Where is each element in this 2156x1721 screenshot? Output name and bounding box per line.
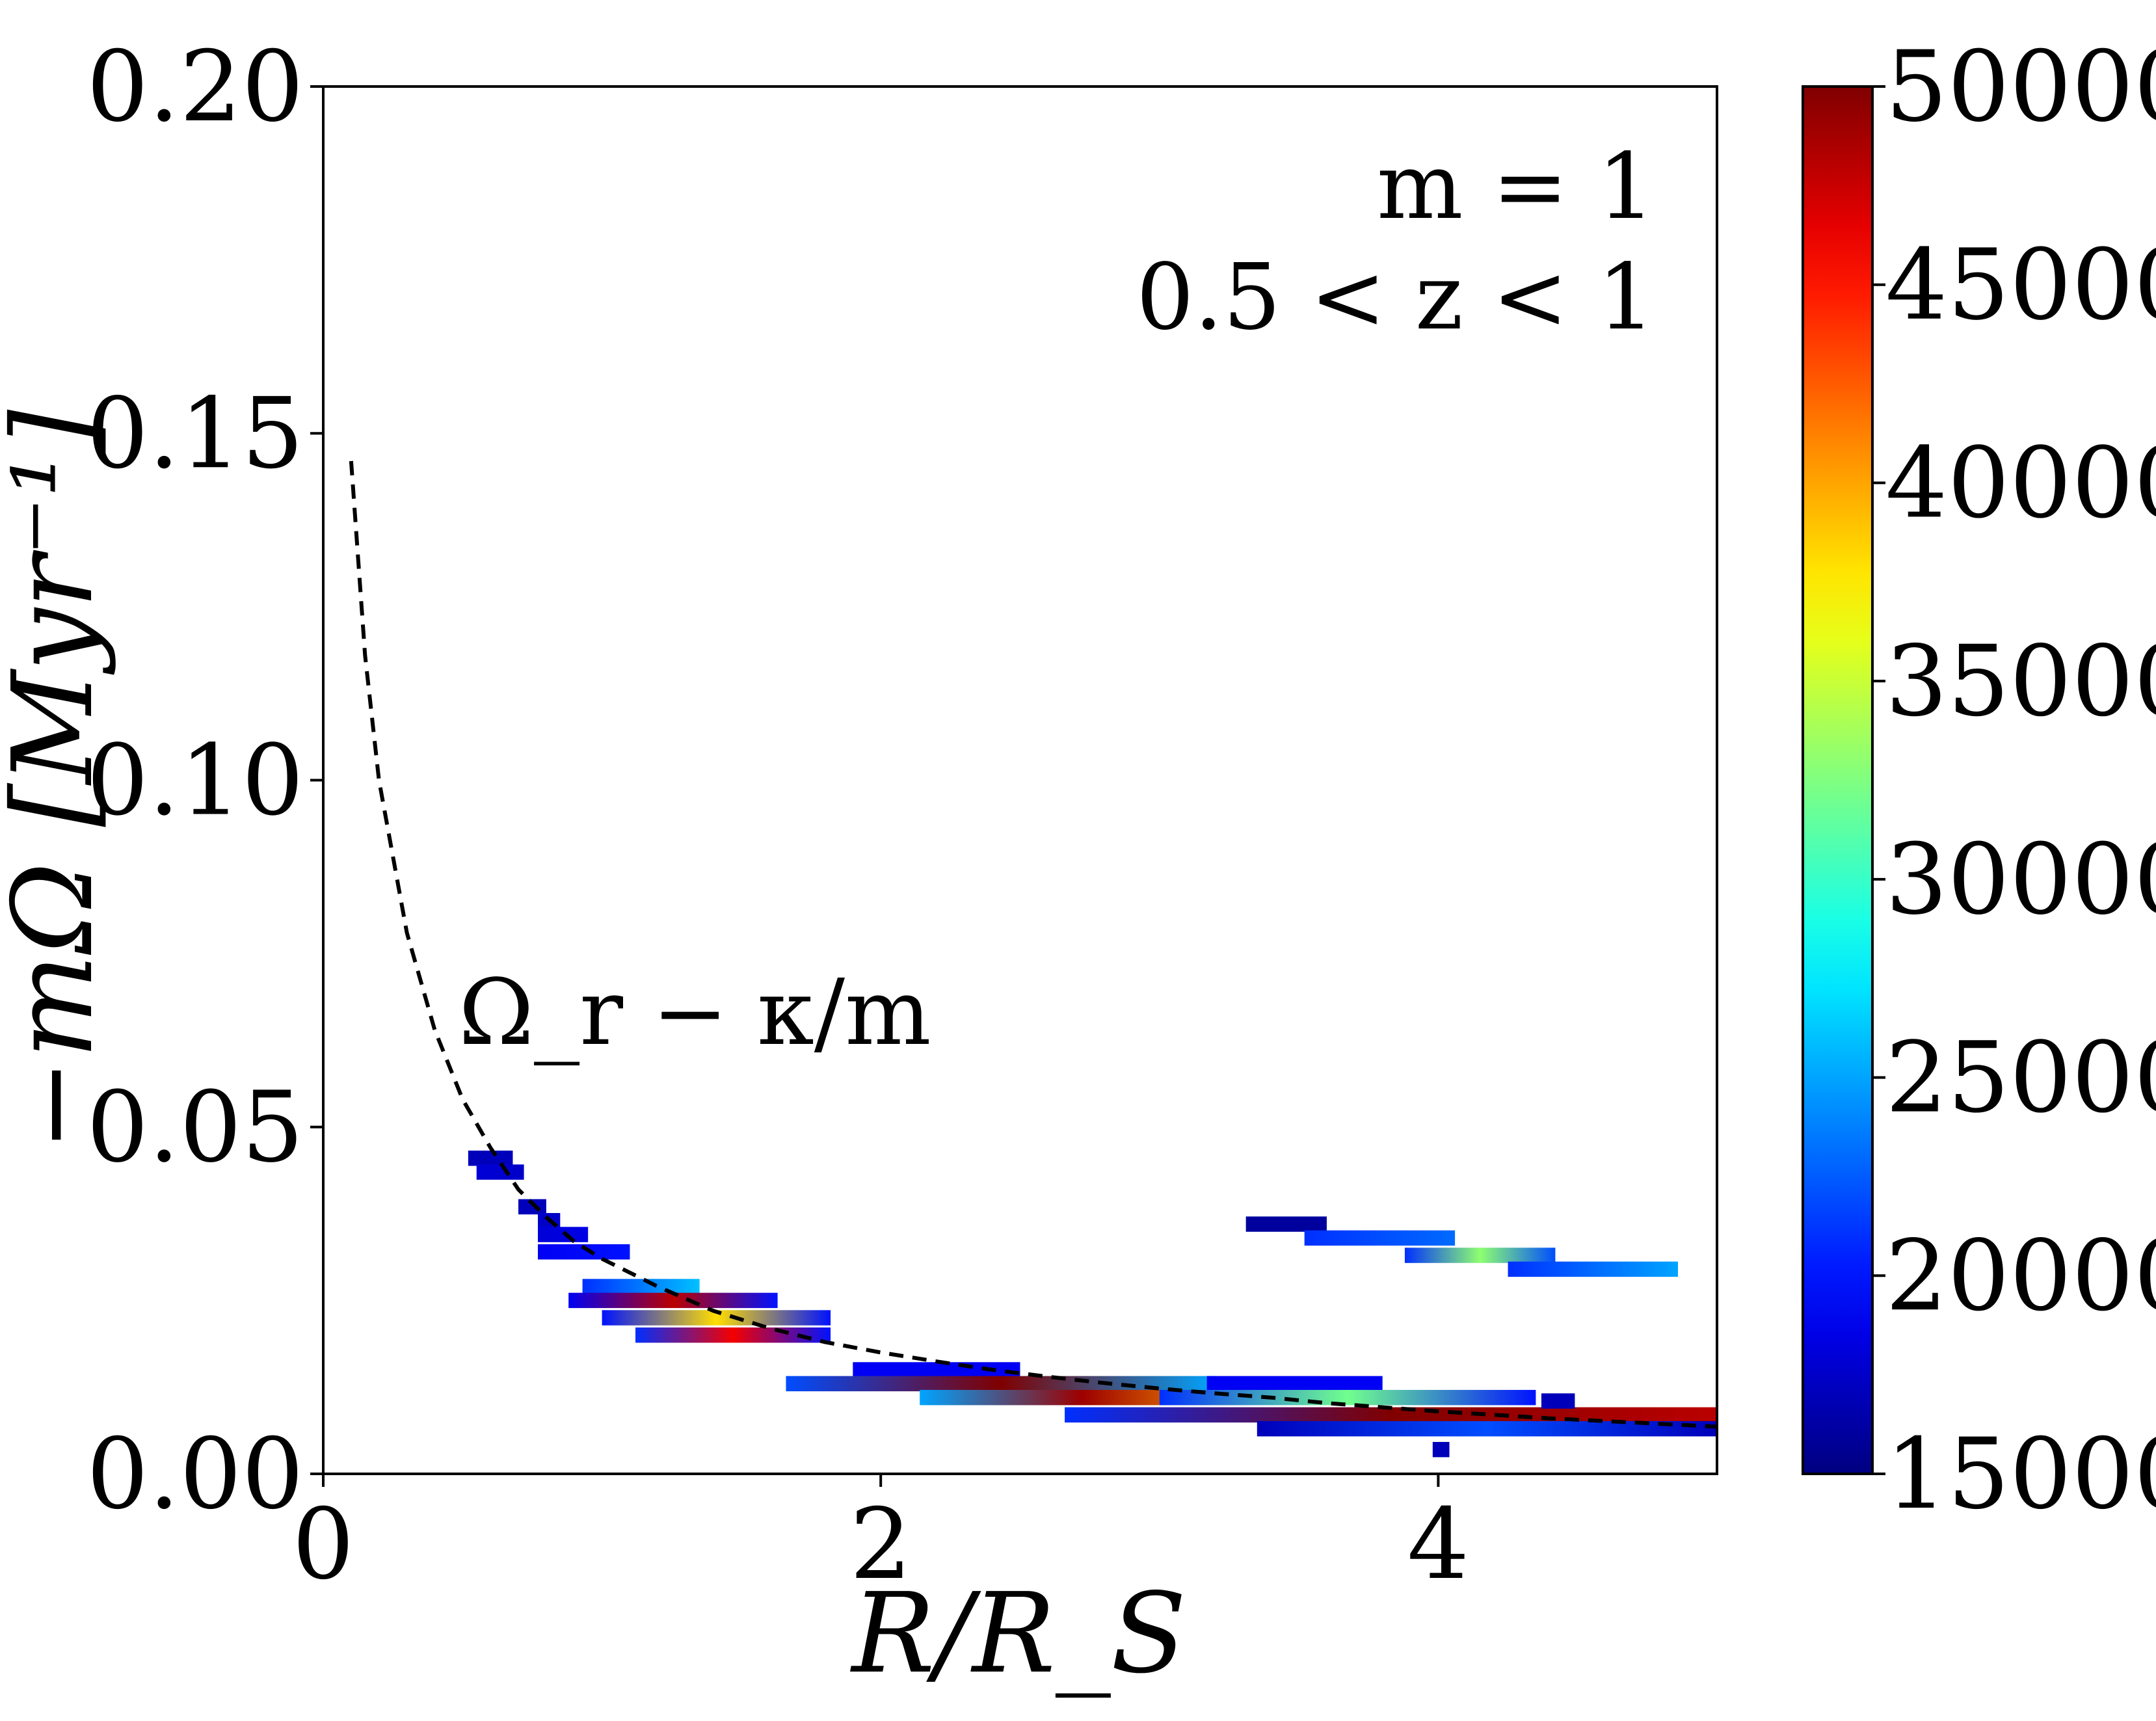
x-tick-label: 4 (1407, 1488, 1469, 1601)
colorbar-tick-label: 35000 (1885, 625, 2156, 738)
y-axis-ticks: 0.00 0.05 0.10 0.15 0.20 (87, 31, 323, 1531)
y-tick-label: 0.05 (87, 1071, 304, 1184)
colorbar-gradient (1802, 85, 1874, 1475)
x-tick-label: 0 (292, 1488, 354, 1601)
y-tick-label: 0.00 (87, 1418, 304, 1531)
heatmap-segment (582, 1279, 700, 1294)
curve-label: Ω_r − κ/m (459, 960, 931, 1066)
z-range-annotation: 0.5 < z < 1 (1136, 245, 1655, 351)
heatmap-segment (1508, 1261, 1678, 1277)
x-tick-label: 2 (849, 1488, 911, 1601)
dashed-resonance-curve (349, 460, 1718, 1429)
y-tick-label: 0.10 (87, 725, 304, 838)
colorbar-tick-label: 20000 (1885, 1220, 2156, 1333)
heatmap-segment (786, 1376, 1216, 1392)
heatmap-segment (568, 1292, 778, 1309)
heatmap-segment (1404, 1247, 1556, 1263)
colorbar: 15000 20000 25000 30000 35000 40000 45000 50000 (1802, 31, 2156, 1531)
colorbar-tick-label: 25000 (1885, 1022, 2156, 1135)
colorbar-ticks: 15000 20000 25000 30000 35000 40000 45000 50000 (1872, 31, 2156, 1531)
colorbar-tick-label: 15000 (1885, 1418, 2156, 1531)
heatmap-segment (1257, 1421, 1717, 1437)
colorbar-tick-label: 30000 (1885, 823, 2156, 937)
heatmap-segment (538, 1244, 630, 1260)
heatmap-segment (1304, 1230, 1456, 1246)
heatmap-segment (476, 1164, 524, 1180)
heatmap-segment (853, 1362, 1020, 1378)
colorbar-tick-label: 45000 (1885, 229, 2156, 342)
y-axis-title: −mΩ [Myr⁻¹] (0, 409, 118, 1151)
mode-annotation: m = 1 (1377, 134, 1655, 240)
heatmap-segment (1541, 1393, 1575, 1409)
heatmap-segment (468, 1151, 513, 1166)
y-tick-label: 0.15 (87, 377, 304, 490)
colorbar-tick-label: 40000 (1885, 427, 2156, 540)
heatmap-segment (602, 1310, 831, 1326)
heatmap-segment (518, 1199, 546, 1215)
plot-area: 0 2 4 0.00 0.05 0.10 0.15 0.20 (87, 31, 1718, 1601)
heatmap-segment (538, 1227, 589, 1242)
x-axis-ticks: 0 2 4 (292, 1474, 1469, 1601)
heatmap-segment (1206, 1376, 1383, 1392)
plot-background (323, 87, 1717, 1474)
y-tick-label: 0.20 (87, 31, 304, 144)
heatmap-segment (1245, 1216, 1327, 1232)
x-axis-title: R/R_S (850, 1569, 1187, 1698)
colorbar-tick-label: 50000 (1885, 31, 2156, 144)
heatmap-segment (1159, 1389, 1536, 1406)
heatmap-segment (1432, 1441, 1450, 1458)
